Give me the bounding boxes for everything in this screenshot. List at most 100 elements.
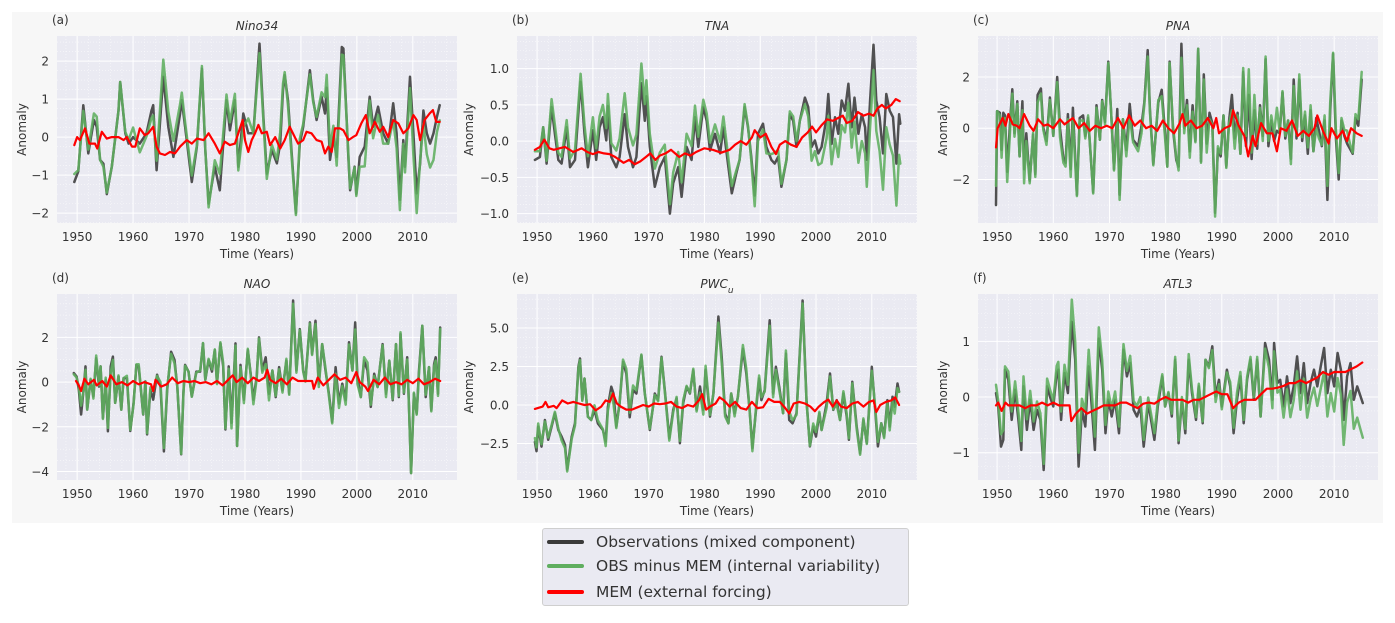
y-axis-label: Anomaly: [15, 361, 29, 414]
series-lines: [73, 42, 441, 217]
x-tick-label: 2010: [398, 230, 429, 244]
x-tick-label: 1970: [174, 230, 205, 244]
series-lines: [994, 298, 1365, 472]
series-line-mem: [533, 392, 901, 415]
series-line-mem: [994, 109, 1363, 158]
y-axis-label: Anomaly: [462, 361, 476, 414]
y-tick-label: 1: [962, 335, 970, 349]
panel-title: NAO: [244, 277, 271, 291]
x-tick-label: 1970: [1094, 487, 1125, 501]
panel-title: ATL3: [1163, 277, 1193, 291]
x-tick-label: 2000: [1263, 230, 1294, 244]
x-axis-label: Time (Years): [219, 247, 294, 261]
panel-e: 1950 1960 1970 1980 1990 2000 2010 −2.5 0.0 2.5 5.…: [462, 271, 917, 518]
y-tick-label: 0: [41, 131, 49, 145]
x-tick-label: 1990: [745, 230, 776, 244]
panel-title-text: ATL3: [1163, 277, 1193, 291]
x-tick-label: 2000: [1263, 487, 1294, 501]
x-tick-label: 1980: [689, 487, 720, 501]
panel-title-text: PWC: [700, 277, 728, 291]
y-tick-label: 2: [41, 331, 49, 345]
series-line-mem: [73, 109, 441, 157]
y-tick-label: −2: [31, 207, 49, 221]
x-tick-label: 1950: [62, 230, 93, 244]
y-tick-label: −1.0: [480, 207, 509, 221]
series-lines: [533, 299, 901, 473]
y-tick-label: 1.0: [490, 62, 509, 76]
x-tick-label: 2010: [1319, 487, 1350, 501]
series-line-mem: [74, 368, 442, 393]
x-tick-label: 1990: [1207, 487, 1238, 501]
x-tick-label: 1990: [1207, 230, 1238, 244]
legend: Observations (mixed component) OBS minus…: [542, 528, 909, 606]
y-tick-label: 2.5: [490, 360, 509, 374]
x-tick-label: 2000: [342, 487, 373, 501]
panel-title: Nino34: [236, 19, 279, 33]
x-tick-label: 2010: [1319, 230, 1350, 244]
x-tick-label: 2000: [801, 230, 832, 244]
panel-title: PNA: [1166, 19, 1190, 33]
y-axis-label: Anomaly: [936, 103, 950, 156]
panel-label: (f): [973, 271, 987, 285]
panel-label: (a): [52, 13, 69, 27]
legend-entry-external-forcing: MEM (external forcing): [547, 580, 772, 604]
x-tick-label: 1950: [982, 230, 1013, 244]
panel-title-text: PNA: [1166, 19, 1190, 33]
y-tick-label: 1: [41, 93, 49, 107]
panel-f: 1950 1960 1970 1980 1990 2000 2010 −1 0 1 ATL3 (f) T…: [936, 271, 1378, 518]
x-tick-label: 1970: [633, 487, 664, 501]
x-tick-label: 1960: [1038, 230, 1069, 244]
series-lines: [994, 42, 1363, 218]
series-line-mem: [533, 98, 901, 166]
panel-label: (e): [512, 271, 529, 285]
panel-b: 1950 1960 1970 1980 1990 2000 2010 −1.0 −0.5 0.0 0…: [462, 13, 917, 261]
x-tick-label: 1980: [1150, 230, 1181, 244]
x-axis-label: Time (Years): [679, 247, 754, 261]
y-tick-label: −2.5: [480, 437, 509, 451]
legend-swatch-observations: [547, 540, 584, 544]
x-tick-label: 1970: [1094, 230, 1125, 244]
x-tick-label: 2000: [801, 487, 832, 501]
y-tick-label: 0.5: [490, 98, 509, 112]
y-tick-label: 2: [962, 70, 970, 84]
panel-title-text: Nino34: [236, 19, 279, 33]
x-tick-label: 2010: [398, 487, 429, 501]
x-tick-label: 1970: [174, 487, 205, 501]
x-tick-label: 2010: [857, 230, 888, 244]
x-tick-label: 2010: [857, 487, 888, 501]
x-tick-label: 1980: [1150, 487, 1181, 501]
y-tick-label: 0: [962, 391, 970, 405]
x-tick-label: 1970: [633, 230, 664, 244]
legend-swatch-internal-variability: [547, 564, 584, 568]
x-axis-label: Time (Years): [1140, 247, 1215, 261]
y-tick-label: 0: [962, 122, 970, 136]
x-tick-label: 1960: [578, 487, 609, 501]
x-axis-label: Time (Years): [679, 504, 754, 518]
x-tick-label: 1990: [286, 487, 317, 501]
x-tick-label: 1950: [522, 230, 553, 244]
legend-entry-observations: Observations (mixed component): [547, 530, 856, 554]
legend-label-internal-variability: OBS minus MEM (internal variability): [596, 557, 881, 575]
series-lines: [533, 43, 902, 215]
y-axis-label: Anomaly: [15, 103, 29, 156]
x-axis-label: Time (Years): [219, 504, 294, 518]
y-axis-label: Anomaly: [936, 361, 950, 414]
y-tick-label: 0: [41, 376, 49, 390]
panel-d: 1950 1960 1970 1980 1990 2000 2010 −4 −2 0 2 NAO (d)…: [15, 271, 457, 518]
panel-c: 1950 1960 1970 1980 1990 2000 2010 −2 0 2 PNA (c) Ti…: [936, 13, 1378, 261]
panel-title: TNA: [705, 19, 730, 33]
y-tick-label: −1: [31, 169, 49, 183]
series-line-mem: [994, 361, 1364, 423]
y-tick-label: 0.0: [490, 399, 509, 413]
series-line-internal: [533, 62, 902, 208]
x-tick-label: 1980: [230, 230, 261, 244]
x-tick-label: 1960: [578, 230, 609, 244]
legend-label-observations: Observations (mixed component): [596, 533, 856, 551]
panel-title-text: TNA: [705, 19, 730, 33]
series-line-internal: [533, 302, 901, 473]
x-tick-label: 1950: [62, 487, 93, 501]
y-tick-label: −0.5: [480, 171, 509, 185]
x-tick-label: 1980: [230, 487, 261, 501]
panel-a: 1950 1960 1970 1980 1990 2000 2010 −2 −1 0 1 2 Nino3…: [15, 13, 457, 261]
